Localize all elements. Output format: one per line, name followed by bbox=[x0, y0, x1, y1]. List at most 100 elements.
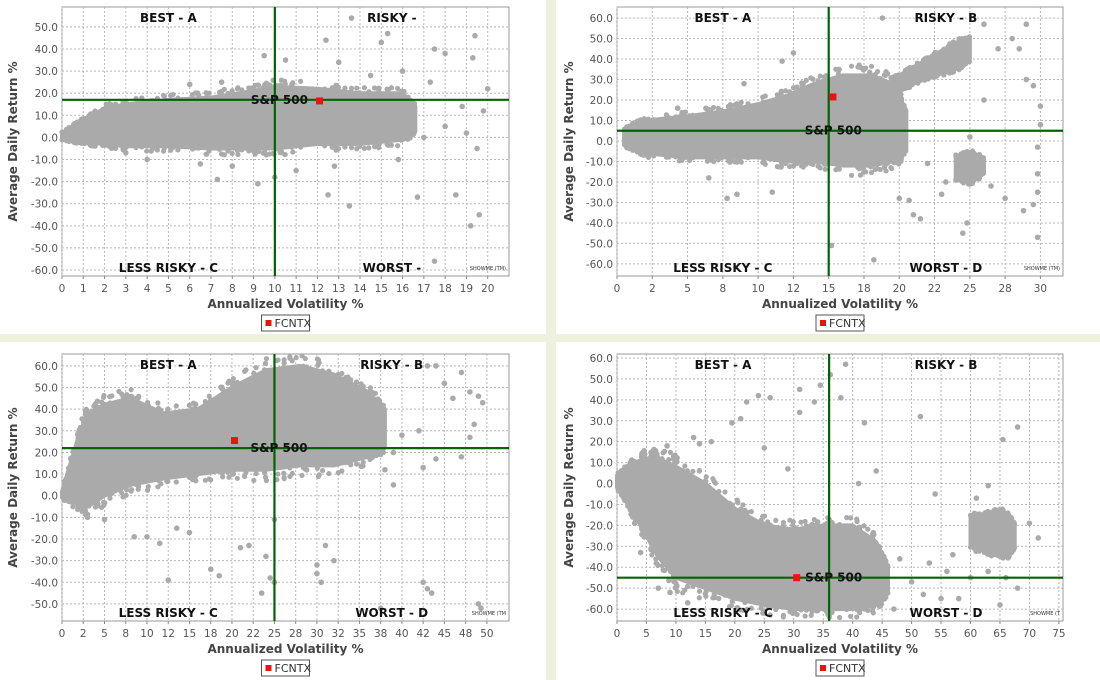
universe-point bbox=[666, 578, 672, 584]
universe-point bbox=[860, 169, 867, 175]
y-axis-title: Average Daily Return % bbox=[562, 61, 576, 221]
universe-point bbox=[836, 163, 842, 169]
universe-point bbox=[467, 389, 473, 395]
universe-point bbox=[412, 101, 418, 107]
universe-point bbox=[748, 605, 754, 611]
universe-point bbox=[278, 77, 284, 83]
quadrant-label-best: BEST - A bbox=[694, 11, 752, 25]
universe-point bbox=[934, 50, 940, 56]
universe-point bbox=[761, 99, 767, 105]
universe-point bbox=[976, 151, 983, 158]
universe-point bbox=[206, 90, 212, 96]
universe-point bbox=[86, 141, 92, 147]
universe-point bbox=[289, 144, 295, 150]
universe-point bbox=[992, 507, 998, 513]
universe-point bbox=[101, 516, 108, 523]
universe-point bbox=[802, 613, 808, 619]
universe-point bbox=[124, 487, 130, 493]
y-axis-title: Average Daily Return % bbox=[562, 407, 576, 567]
universe-point bbox=[80, 503, 87, 509]
universe-point bbox=[854, 614, 860, 620]
universe-point bbox=[234, 379, 240, 386]
universe-point bbox=[346, 203, 353, 209]
universe-point bbox=[854, 516, 860, 522]
y-tick-label: 10.0 bbox=[590, 116, 613, 128]
universe-point bbox=[348, 462, 354, 468]
x-tick-label: 11 bbox=[289, 283, 302, 295]
universe-point bbox=[1035, 535, 1042, 541]
universe-point bbox=[431, 258, 438, 264]
universe-point bbox=[953, 153, 959, 159]
quadrant-label-worst: WORST - D bbox=[355, 606, 428, 620]
universe-point bbox=[263, 356, 270, 362]
universe-point bbox=[742, 599, 748, 606]
universe-point bbox=[293, 167, 299, 174]
universe-point bbox=[326, 368, 332, 374]
universe-point bbox=[218, 79, 225, 85]
universe-point bbox=[195, 145, 201, 151]
universe-point bbox=[361, 85, 368, 91]
universe-point bbox=[924, 160, 931, 167]
universe-point bbox=[634, 148, 640, 154]
universe-point bbox=[261, 469, 268, 476]
universe-point bbox=[335, 84, 342, 90]
universe-point bbox=[1014, 585, 1021, 591]
universe-point bbox=[855, 64, 861, 70]
universe-point bbox=[823, 73, 829, 79]
universe-point bbox=[959, 178, 965, 185]
universe-point bbox=[639, 457, 645, 463]
universe-point bbox=[459, 103, 465, 110]
universe-point bbox=[962, 35, 969, 41]
universe-point bbox=[442, 123, 448, 130]
y-tick-label: 60.0 bbox=[590, 353, 613, 365]
universe-point bbox=[314, 562, 320, 568]
universe-point bbox=[666, 114, 672, 121]
universe-point bbox=[220, 386, 226, 393]
benchmark-label: S&P 500 bbox=[805, 571, 862, 585]
universe-point bbox=[884, 71, 891, 77]
universe-point bbox=[799, 160, 806, 166]
universe-point bbox=[1034, 234, 1041, 241]
y-tick-label: -10.0 bbox=[586, 499, 613, 511]
x-axis-title: Annualized Volatility % bbox=[762, 297, 918, 311]
universe-point bbox=[645, 154, 652, 160]
universe-point bbox=[761, 610, 768, 616]
universe-point bbox=[388, 142, 395, 148]
universe-point bbox=[848, 172, 855, 178]
universe-point bbox=[769, 189, 776, 196]
universe-point bbox=[390, 449, 397, 456]
universe-point bbox=[955, 595, 962, 602]
x-tick-label: 32 bbox=[332, 628, 345, 640]
universe-point bbox=[109, 102, 115, 109]
universe-point bbox=[325, 192, 331, 198]
universe-point bbox=[724, 195, 730, 202]
universe-point bbox=[382, 466, 388, 473]
universe-point bbox=[778, 94, 785, 100]
quadrant-label-worst: WORST - D bbox=[910, 606, 983, 620]
universe-point bbox=[943, 179, 949, 185]
universe-point bbox=[847, 613, 854, 619]
universe-point bbox=[424, 363, 431, 369]
legend-box bbox=[815, 659, 865, 677]
universe-point bbox=[703, 593, 709, 599]
universe-point bbox=[861, 420, 868, 426]
scatter-chart: 0 2 5 8 10 12 15 18 20 22 25 28 30 32 35 38 40 42 45 48 5060… bbox=[6, 353, 510, 677]
universe-point bbox=[953, 176, 959, 182]
y-tick-label: 60.0 bbox=[590, 13, 613, 25]
universe-point bbox=[640, 118, 646, 124]
universe-point bbox=[874, 166, 881, 172]
y-tick-label: 0.0 bbox=[596, 479, 613, 491]
universe-point bbox=[304, 364, 310, 370]
universe-point bbox=[729, 598, 735, 604]
quadrant-label-less-risky: LESS RISKY - C bbox=[119, 606, 218, 620]
universe-point bbox=[476, 211, 483, 218]
universe-point bbox=[859, 65, 865, 71]
legend-fund-swatch bbox=[265, 320, 272, 326]
universe-point bbox=[1034, 144, 1041, 150]
universe-point bbox=[674, 588, 680, 595]
universe-point bbox=[261, 367, 268, 373]
universe-point bbox=[823, 608, 830, 615]
universe-point bbox=[690, 434, 697, 441]
y-tick-label: 20.0 bbox=[590, 95, 613, 107]
universe-point bbox=[414, 194, 421, 200]
